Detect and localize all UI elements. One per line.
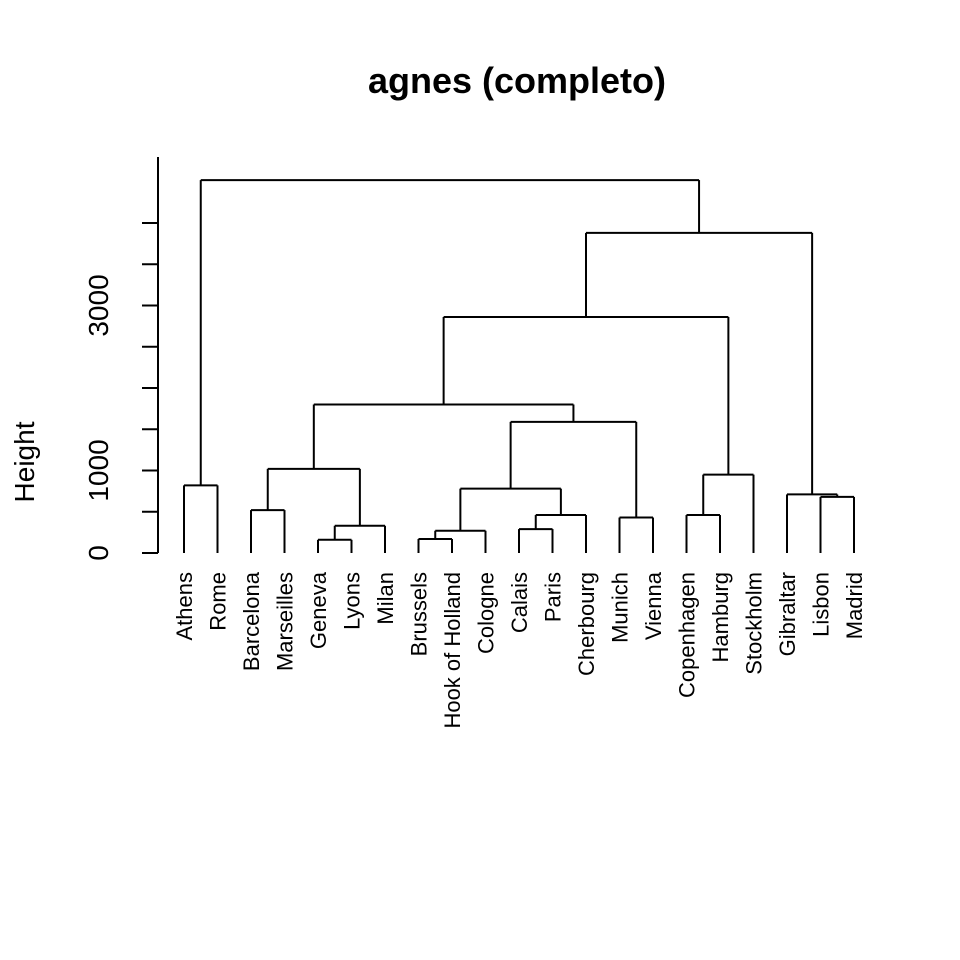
leaf-label: Milan xyxy=(373,572,398,625)
leaf-label: Gibraltar xyxy=(775,572,800,656)
y-axis: 0 1000 3000 xyxy=(83,157,159,561)
leaf-label: Hook of Holland xyxy=(440,572,465,729)
leaf-label: Madrid xyxy=(842,572,867,639)
leaf-label: Geneva xyxy=(306,571,331,649)
leaf-label: Calais xyxy=(507,572,532,633)
leaf-label: Copenhagen xyxy=(675,572,700,698)
leaf-label: Marseilles xyxy=(273,572,298,671)
leaf-label: Vienna xyxy=(641,571,666,640)
leaf-label: Barcelona xyxy=(239,571,264,671)
leaf-label: Munich xyxy=(608,572,633,643)
leaf-label: Athens xyxy=(172,572,197,641)
y-tick-label: 0 xyxy=(83,545,114,561)
leaf-label: Cologne xyxy=(474,572,499,654)
leaf-label: Stockholm xyxy=(742,572,767,675)
leaf-label: Paris xyxy=(541,572,566,622)
y-axis-label: Height xyxy=(9,421,40,502)
leaf-label: Cherbourg xyxy=(574,572,599,676)
dendrogram-tree xyxy=(183,179,855,553)
leaf-label: Brussels xyxy=(407,572,432,656)
chart-title: agnes (completo) xyxy=(368,60,666,101)
leaf-label: Hamburg xyxy=(708,572,733,662)
leaf-label: Lyons xyxy=(340,572,365,630)
leaf-label: Rome xyxy=(206,572,231,631)
y-tick-label: 3000 xyxy=(83,274,114,336)
leaf-label: Lisbon xyxy=(809,572,834,637)
leaf-labels: Athens Rome Barcelona Marseilles Geneva Lyons… xyxy=(172,571,867,728)
y-tick-label: 1000 xyxy=(83,439,114,501)
